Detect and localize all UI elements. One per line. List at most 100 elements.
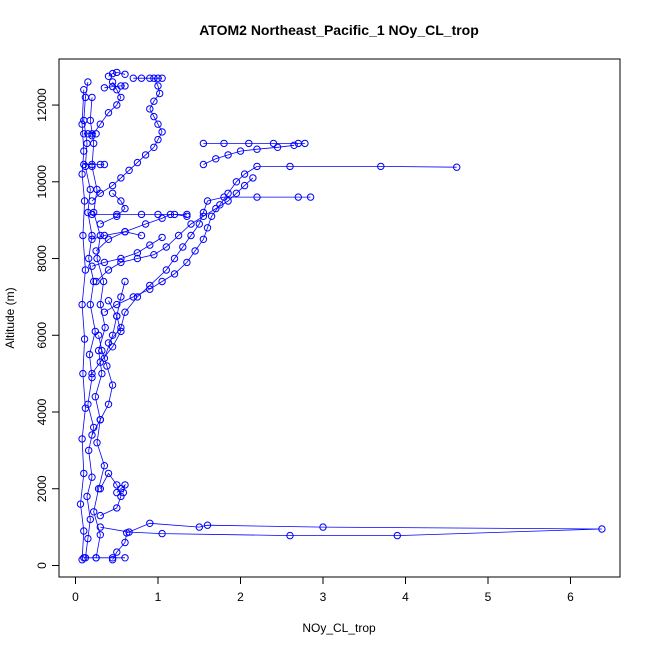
data-point (96, 358, 105, 366)
data-point (88, 197, 96, 205)
series-line (80, 89, 86, 560)
data-point (154, 210, 162, 219)
data-point (96, 531, 105, 539)
data-point (108, 381, 117, 389)
data-point (129, 74, 138, 82)
data-point (273, 143, 282, 152)
data-point (170, 270, 179, 278)
data-point (121, 228, 129, 236)
data-point (104, 400, 113, 408)
data-point (80, 130, 88, 138)
data-point (137, 210, 146, 219)
data-point (150, 97, 158, 105)
data-point (108, 343, 117, 351)
data-point (453, 163, 461, 171)
data-point (129, 293, 138, 301)
data-point (154, 120, 162, 128)
data-point (96, 485, 105, 493)
data-point (84, 208, 92, 217)
data-point (212, 204, 220, 213)
data-point (90, 208, 98, 217)
data-point (146, 281, 154, 290)
data-point (150, 251, 158, 259)
data-point (183, 210, 191, 219)
data-point (137, 231, 146, 240)
series-line (104, 85, 125, 89)
data-point (99, 277, 108, 286)
data-point (286, 531, 294, 540)
data-point (80, 554, 88, 562)
data-point (100, 231, 109, 240)
data-point (96, 220, 105, 228)
data-point (88, 162, 96, 171)
data-point (88, 132, 96, 140)
data-point (141, 151, 150, 159)
data-point (121, 204, 129, 213)
data-point (199, 235, 208, 244)
data-point (113, 481, 121, 489)
data-point (187, 231, 195, 240)
data-point (78, 170, 86, 178)
data-point (121, 554, 129, 562)
data-point (100, 258, 109, 267)
data-point (100, 308, 109, 316)
series-line (89, 97, 106, 558)
data-point (121, 82, 129, 90)
y-tick-label: 0 (35, 562, 49, 569)
data-point (294, 193, 302, 201)
data-point (269, 139, 278, 148)
data-point (113, 212, 121, 221)
data-point (146, 519, 154, 527)
data-point (162, 266, 171, 274)
data-point (393, 531, 401, 540)
data-point (80, 86, 88, 94)
data-point (90, 139, 98, 148)
data-point (195, 523, 204, 531)
data-point (113, 548, 121, 556)
data-point (183, 212, 191, 221)
data-point (224, 151, 232, 159)
data-point (96, 416, 105, 424)
data-point (125, 528, 133, 536)
data-point (78, 300, 86, 309)
data-point (286, 162, 294, 171)
data-point (117, 492, 125, 501)
data-point (85, 350, 94, 359)
data-point (76, 500, 85, 508)
chart-title: ATOM2 Northeast_Pacific_1 NOy_CL_trop (199, 22, 479, 38)
data-point (170, 254, 179, 263)
data-point (108, 189, 117, 198)
x-tick-label: 6 (567, 590, 574, 604)
data-point (117, 174, 125, 182)
data-point (290, 141, 298, 150)
data-point (174, 231, 183, 240)
data-point (84, 400, 92, 408)
data-point (224, 189, 232, 198)
data-point (88, 160, 96, 169)
data-point (301, 139, 309, 148)
data-point (104, 109, 113, 117)
data-point (133, 158, 142, 167)
y-tick-label: 10000 (35, 165, 49, 199)
series-line (203, 144, 295, 165)
data-point (80, 335, 89, 343)
data-point (146, 74, 154, 82)
x-axis-label: NOy_CL_trop (302, 621, 376, 635)
data-point (245, 139, 253, 148)
data-point (117, 485, 125, 493)
data-point (162, 243, 171, 251)
x-tick-label: 3 (320, 590, 327, 604)
data-point (96, 300, 105, 309)
data-point (306, 193, 315, 201)
data-point (88, 431, 96, 439)
data-point (199, 160, 208, 169)
series-line (100, 522, 602, 560)
data-marks (76, 68, 606, 564)
data-point (216, 201, 224, 209)
data-point (121, 481, 129, 489)
data-point (88, 473, 96, 481)
y-tick-label: 4000 (35, 398, 49, 425)
data-point (83, 492, 91, 501)
data-point (141, 220, 150, 228)
data-point (78, 120, 86, 128)
